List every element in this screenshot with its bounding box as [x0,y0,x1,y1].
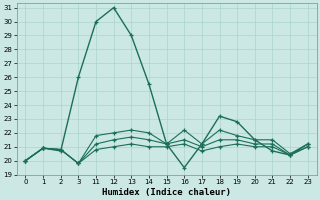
X-axis label: Humidex (Indice chaleur): Humidex (Indice chaleur) [102,188,231,197]
